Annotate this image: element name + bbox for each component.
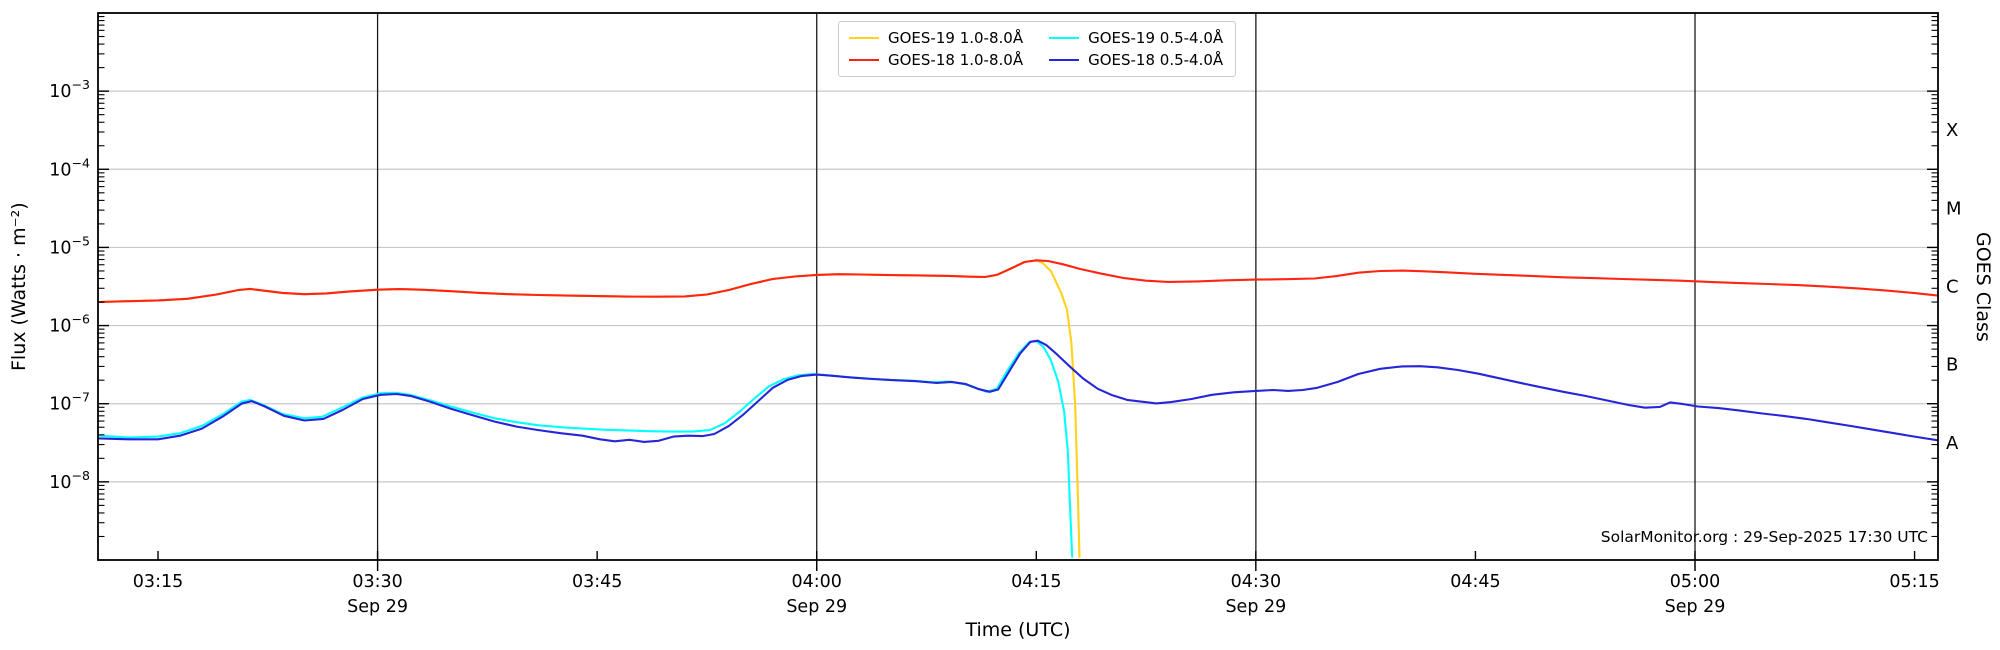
y-gridlines: [98, 90, 1938, 483]
x-tick-day-label: Sep 29: [1665, 597, 1726, 617]
legend-item: GOES-19 0.5-4.0Å: [1049, 29, 1223, 47]
goes-class-letter: A: [1946, 433, 1959, 454]
x-tick-day-label: Sep 29: [347, 597, 408, 617]
series-line: [98, 259, 1938, 304]
chart-legend: GOES-19 1.0-8.0Å GOES-18 1.0-8.0Å GOES-19 …: [838, 21, 1237, 77]
legend-item: GOES-18 1.0-8.0Å: [849, 51, 1023, 69]
legend-swatch: [1049, 37, 1080, 39]
x-tick-label: 04:15: [1011, 572, 1061, 592]
x-tick-label: 04:00: [792, 572, 842, 592]
x-tick-day-label: Sep 29: [1225, 597, 1286, 617]
watermark-text: SolarMonitor.org : 29-Sep-2025 17:30 UTC: [1600, 528, 1928, 546]
x-tick-label: 03:45: [572, 572, 622, 592]
x-axis-ticks: 03:15 03:30 Sep 29 03:45 04:00 Sep 29 04:15 04:…: [133, 551, 1940, 617]
goes-class-letter: X: [1946, 120, 1958, 141]
plot-border: [97, 12, 1939, 561]
x-tick-label: 03:15: [133, 572, 183, 592]
x-tick-label: 03:30: [352, 572, 402, 592]
legend-label: GOES-19 0.5-4.0Å: [1088, 29, 1224, 47]
series-lines: [98, 259, 1938, 558]
legend-label: GOES-18 1.0-8.0Å: [888, 51, 1024, 69]
y-tick-label: 10−8: [49, 468, 90, 493]
x-axis-title: Time (UTC): [965, 619, 1071, 641]
y-tick-label: 10−6: [49, 312, 90, 337]
y-axis-title-right: GOES Class: [1972, 231, 1994, 342]
series-line: [98, 259, 1081, 558]
y-tick-label: 10−7: [49, 390, 90, 415]
goes-class-labels: X M C B A: [1946, 120, 1962, 454]
x-tick-label: 05:00: [1670, 572, 1720, 592]
y-axis-title-left: Flux (Watts · m⁻²): [8, 202, 30, 371]
series-line: [98, 339, 1074, 558]
y-tick-label: 10−3: [49, 77, 90, 102]
legend-swatch: [849, 59, 879, 61]
goes-class-letter: M: [1946, 198, 1962, 219]
legend-label: GOES-18 0.5-4.0Å: [1088, 51, 1224, 69]
x-tick-day-label: Sep 29: [786, 597, 847, 617]
series-line: [98, 339, 1938, 443]
x-tick-label: 05:15: [1889, 572, 1939, 592]
y-tick-label: 10−5: [49, 233, 90, 258]
legend-item: GOES-18 0.5-4.0Å: [1049, 51, 1223, 69]
x-tick-label: 04:45: [1450, 572, 1500, 592]
legend-item: GOES-19 1.0-8.0Å: [849, 29, 1023, 47]
legend-swatch: [849, 37, 879, 39]
y-tick-label: 10−4: [49, 155, 90, 180]
goes-class-letter: B: [1946, 355, 1958, 376]
goes-class-letter: C: [1946, 277, 1959, 298]
legend-label: GOES-19 1.0-8.0Å: [888, 29, 1024, 47]
day-gridlines: [376, 13, 1696, 571]
x-tick-label: 04:30: [1231, 572, 1281, 592]
y-axis-ticks: 10−3 10−4 10−5 10−6 10−7 10−8: [49, 16, 1938, 538]
legend-swatch: [1049, 59, 1080, 61]
